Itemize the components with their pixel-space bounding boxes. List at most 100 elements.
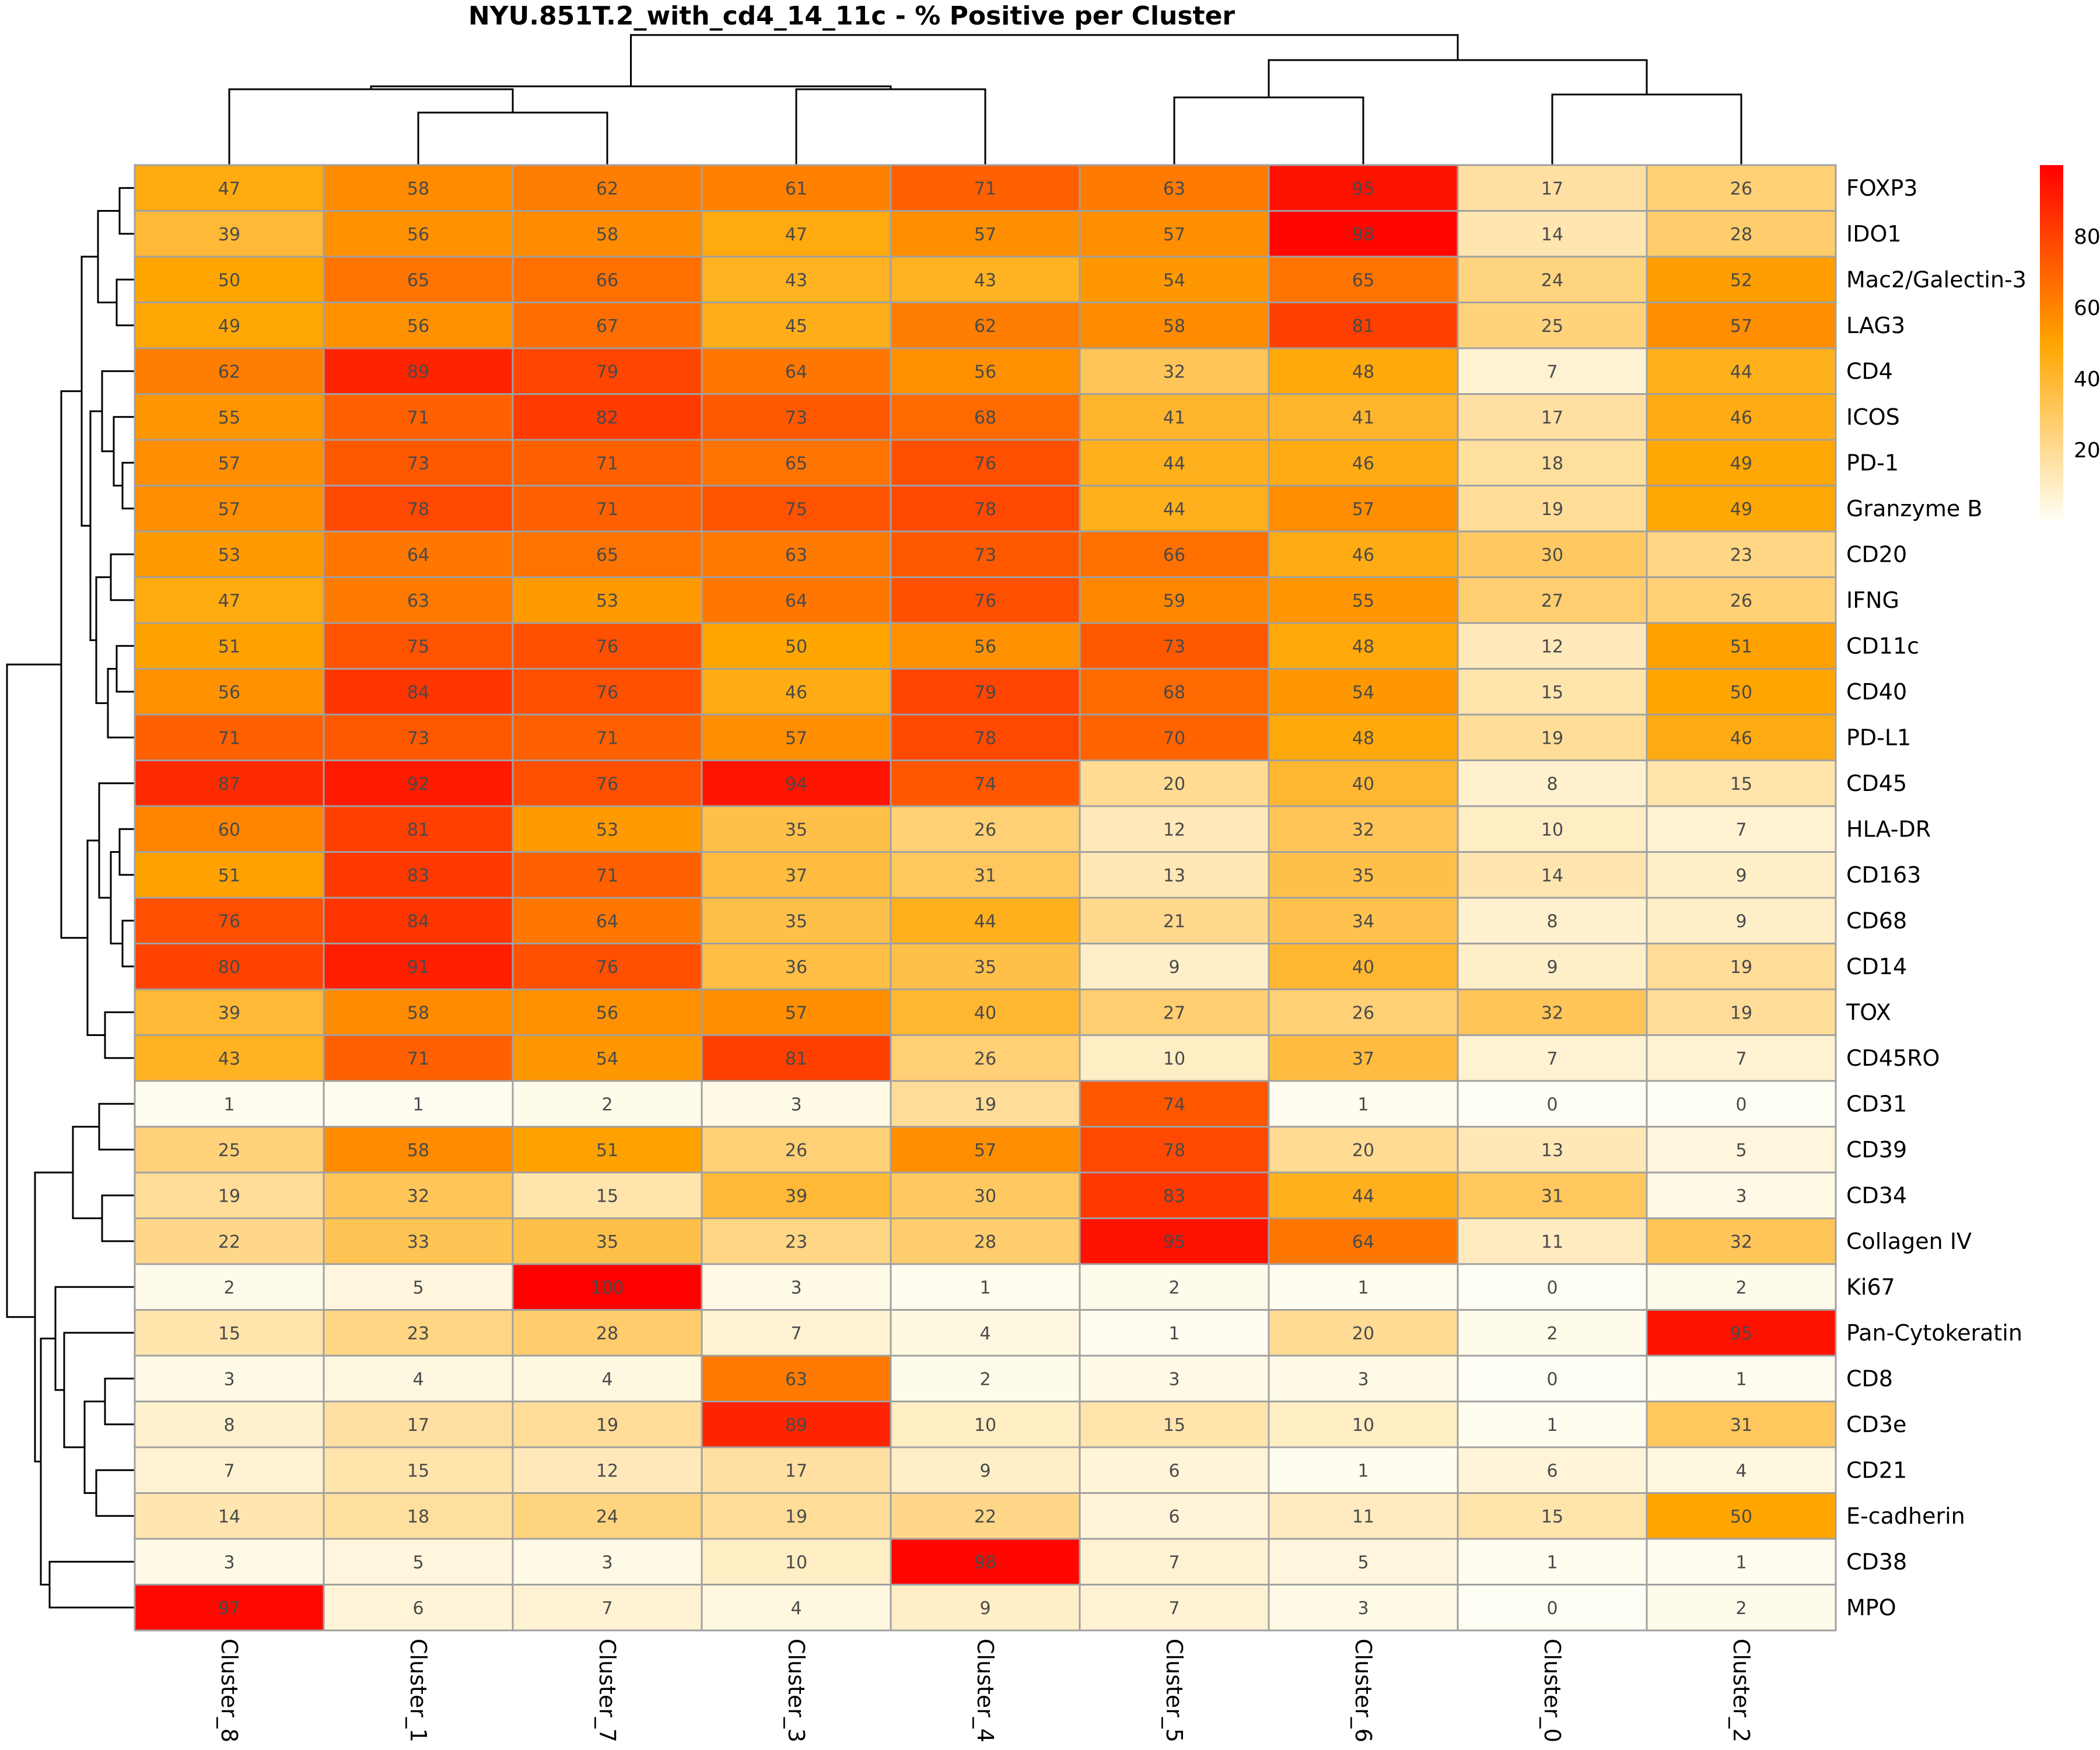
heatmap-cell: [512, 988, 703, 1036]
cell-value-label: 19: [1730, 957, 1752, 978]
heatmap-cell: [323, 393, 514, 441]
heatmap-cell: [323, 210, 514, 258]
cell-value-label: 84: [407, 911, 429, 932]
cell-value-label: 14: [1541, 866, 1563, 886]
cell-value-label: 20: [1352, 1140, 1374, 1161]
cell-value-label: 61: [785, 178, 807, 199]
heatmap-cell: [1268, 164, 1459, 212]
cell-value-label: 22: [218, 1232, 240, 1252]
row-label: CD45RO: [1846, 1045, 1940, 1071]
heatmap-cell: [1079, 1538, 1270, 1586]
cell-value-label: 32: [1163, 362, 1185, 382]
column-label: Cluster_6: [1350, 1639, 1376, 1742]
cell-value-label: 13: [1163, 866, 1185, 886]
cell-value-label: 71: [596, 866, 618, 886]
heatmap-cell: [1079, 1401, 1270, 1448]
cell-value-label: 44: [1163, 453, 1185, 474]
dendrogram-link: [228, 88, 514, 165]
heatmap-cell: [701, 393, 892, 441]
cell-value-label: 44: [1730, 362, 1752, 382]
cell-value-label: 24: [596, 1507, 618, 1527]
cell-value-label: 71: [596, 453, 618, 474]
heatmap-cell: [134, 485, 325, 533]
cell-value-label: 95: [1163, 1232, 1185, 1252]
heatmap-cell: [1646, 668, 1837, 716]
heatmap-cell: [1268, 1263, 1459, 1311]
cell-value-label: 19: [218, 1186, 240, 1206]
row-label: CD8: [1846, 1366, 1893, 1391]
cell-value-label: 7: [1546, 362, 1558, 382]
dendrogram-link: [48, 1560, 135, 1609]
heatmap-cell: [323, 713, 514, 761]
dendrogram-link: [54, 1286, 135, 1391]
cell-value-label: 70: [1163, 728, 1185, 748]
cell-value-label: 46: [1730, 408, 1752, 428]
heatmap-cell: [890, 530, 1081, 578]
cell-value-label: 3: [1735, 1186, 1746, 1206]
cell-value-label: 2: [1735, 1598, 1746, 1619]
cell-value-label: 15: [1163, 1415, 1185, 1436]
cell-value-label: 19: [974, 1094, 996, 1115]
colorbar-tick-label: 40: [2074, 368, 2100, 391]
heatmap-cell: [890, 576, 1081, 624]
cell-value-label: 47: [218, 591, 240, 611]
cell-value-label: 95: [1730, 1324, 1752, 1344]
cell-value-label: 15: [1541, 1507, 1563, 1527]
heatmap-cell: [323, 1309, 514, 1357]
heatmap-cell: [512, 439, 703, 487]
cell-value-label: 20: [1163, 774, 1185, 794]
cell-value-label: 6: [412, 1598, 424, 1619]
heatmap-cell: [323, 530, 514, 578]
cell-value-label: 100: [590, 1278, 624, 1298]
cell-value-label: 53: [218, 545, 240, 565]
column-label: Cluster_2: [1728, 1639, 1754, 1742]
cell-value-label: 50: [1730, 682, 1752, 703]
cell-value-label: 75: [785, 499, 807, 520]
cell-value-label: 3: [223, 1552, 235, 1573]
cell-value-label: 44: [974, 911, 996, 932]
heatmap-cell: [1457, 1309, 1648, 1357]
heatmap-cell: [890, 622, 1081, 670]
cell-value-label: 10: [1541, 820, 1563, 840]
cell-value-label: 71: [407, 408, 429, 428]
cell-value-label: 89: [785, 1415, 807, 1436]
cell-value-label: 57: [785, 728, 807, 748]
row-label: ICOS: [1846, 404, 1900, 430]
heatmap-cell: [1646, 1492, 1837, 1540]
cell-value-label: 43: [974, 270, 996, 290]
heatmap-cell: [701, 1446, 892, 1494]
cell-value-label: 94: [785, 774, 807, 794]
cell-value-label: 2: [979, 1369, 991, 1390]
cell-value-label: 49: [1730, 499, 1752, 520]
heatmap-cell: [890, 1217, 1081, 1265]
cell-value-label: 1: [1357, 1094, 1368, 1115]
row-label: HLA-DR: [1846, 816, 1931, 842]
cell-value-label: 40: [1352, 774, 1374, 794]
row-dendrogram: [6, 187, 135, 1609]
heatmap-cell: [1646, 851, 1837, 899]
cell-value-label: 62: [218, 362, 240, 382]
heatmap-cell: [1079, 576, 1270, 624]
dendrogram-link: [101, 370, 135, 453]
cell-value-label: 39: [218, 225, 240, 245]
heatmap-cell: [890, 439, 1081, 487]
chart-title: NYU.851T.2_with_cd4_14_11c - % Positive …: [468, 1, 1236, 31]
dendrogram-link: [83, 1401, 105, 1494]
heatmap-cell: [323, 988, 514, 1036]
heatmap-cell: [134, 1354, 325, 1402]
heatmap-cell: [512, 760, 703, 807]
heatmap-cell: [134, 897, 325, 944]
heatmap-cell: [890, 1126, 1081, 1174]
heatmap-cell: [512, 576, 703, 624]
cell-value-label: 24: [1541, 270, 1563, 290]
cell-value-label: 57: [1352, 499, 1374, 520]
cell-value-label: 53: [596, 820, 618, 840]
heatmap-cell: [701, 1492, 892, 1540]
cell-value-label: 97: [218, 1598, 240, 1619]
cell-value-label: 73: [1163, 636, 1185, 657]
cell-value-label: 7: [1735, 1049, 1746, 1069]
cell-value-label: 32: [1352, 820, 1374, 840]
heatmap-cell: [512, 897, 703, 944]
heatmap-cell: [1457, 622, 1648, 670]
cell-value-label: 7: [601, 1598, 612, 1619]
